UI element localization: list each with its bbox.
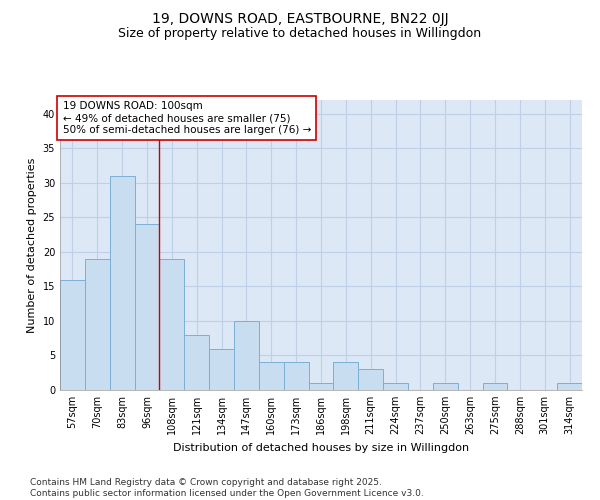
Text: Size of property relative to detached houses in Willingdon: Size of property relative to detached ho… <box>118 28 482 40</box>
Bar <box>110 176 134 390</box>
Bar <box>259 362 284 390</box>
Bar <box>308 383 334 390</box>
Bar <box>160 259 184 390</box>
Y-axis label: Number of detached properties: Number of detached properties <box>27 158 37 332</box>
Bar <box>433 383 458 390</box>
Text: 19 DOWNS ROAD: 100sqm
← 49% of detached houses are smaller (75)
50% of semi-deta: 19 DOWNS ROAD: 100sqm ← 49% of detached … <box>62 102 311 134</box>
Bar <box>209 348 234 390</box>
Bar <box>85 259 110 390</box>
Text: 19, DOWNS ROAD, EASTBOURNE, BN22 0JJ: 19, DOWNS ROAD, EASTBOURNE, BN22 0JJ <box>152 12 448 26</box>
Bar <box>482 383 508 390</box>
Bar <box>383 383 408 390</box>
Bar <box>334 362 358 390</box>
Bar <box>234 321 259 390</box>
Bar <box>284 362 308 390</box>
Bar <box>557 383 582 390</box>
Bar <box>60 280 85 390</box>
Bar <box>184 335 209 390</box>
X-axis label: Distribution of detached houses by size in Willingdon: Distribution of detached houses by size … <box>173 442 469 452</box>
Text: Contains HM Land Registry data © Crown copyright and database right 2025.
Contai: Contains HM Land Registry data © Crown c… <box>30 478 424 498</box>
Bar <box>134 224 160 390</box>
Bar <box>358 370 383 390</box>
